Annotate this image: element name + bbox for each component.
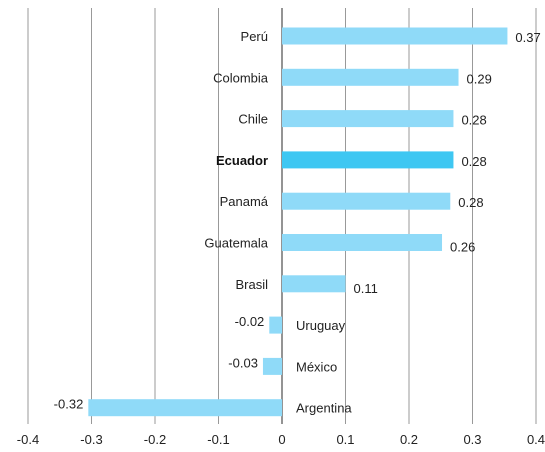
bars <box>88 27 508 417</box>
x-tick-label-3: -0.1 <box>207 432 229 447</box>
x-tick-label-5: 0.1 <box>336 432 354 447</box>
value-label-3: 0.28 <box>461 154 486 169</box>
bar-9 <box>88 399 282 417</box>
category-label-5: Guatemala <box>204 236 268 251</box>
category-label-1: Colombia <box>213 70 269 85</box>
category-label-0: Perú <box>241 29 268 44</box>
value-label-8: -0.03 <box>228 355 258 370</box>
value-labels: 0.37 0.29 0.28 0.28 0.28 0.26 0.11 -0.02 -0.03 -0… <box>54 30 541 412</box>
bar-4 <box>282 192 451 210</box>
x-tick-label-1: -0.3 <box>80 432 102 447</box>
category-label-3: Ecuador <box>216 153 268 168</box>
category-label-9: Argentina <box>296 401 352 416</box>
bar-5 <box>282 234 443 251</box>
value-label-6: 0.11 <box>354 281 378 296</box>
x-tick-label-8: 0.4 <box>527 432 545 447</box>
x-tick-label-6: 0.2 <box>400 432 418 447</box>
category-labels: Perú Colombia Chile Ecuador Panamá Guatemala B… <box>204 29 352 416</box>
bar-0 <box>282 27 508 45</box>
x-axis-ticks: -0.4 -0.3 -0.2 -0.1 0 0.1 0.2 0.3 0.4 <box>17 432 545 447</box>
value-label-5: 0.26 <box>450 240 475 255</box>
bar-2 <box>282 110 454 128</box>
bar-3 <box>282 151 454 169</box>
value-label-2: 0.28 <box>461 113 486 128</box>
x-tick-label-7: 0.3 <box>463 432 481 447</box>
value-label-0: 0.37 <box>515 30 540 45</box>
value-label-1: 0.29 <box>467 71 492 86</box>
x-tick-label-4: 0 <box>278 432 285 447</box>
category-label-6: Brasil <box>235 277 268 292</box>
value-label-7: -0.02 <box>235 314 265 329</box>
x-tick-label-2: -0.2 <box>144 432 166 447</box>
category-label-4: Panamá <box>220 194 269 209</box>
value-label-4: 0.28 <box>458 195 483 210</box>
bar-6 <box>282 275 346 293</box>
x-tick-label-0: -0.4 <box>17 432 39 447</box>
bar-8 <box>262 357 282 375</box>
category-label-8: México <box>296 359 337 374</box>
value-label-9: -0.32 <box>54 397 84 412</box>
bar-1 <box>282 68 459 86</box>
bar-7 <box>269 316 282 334</box>
category-label-2: Chile <box>238 112 268 127</box>
category-label-7: Uruguay <box>296 318 346 333</box>
